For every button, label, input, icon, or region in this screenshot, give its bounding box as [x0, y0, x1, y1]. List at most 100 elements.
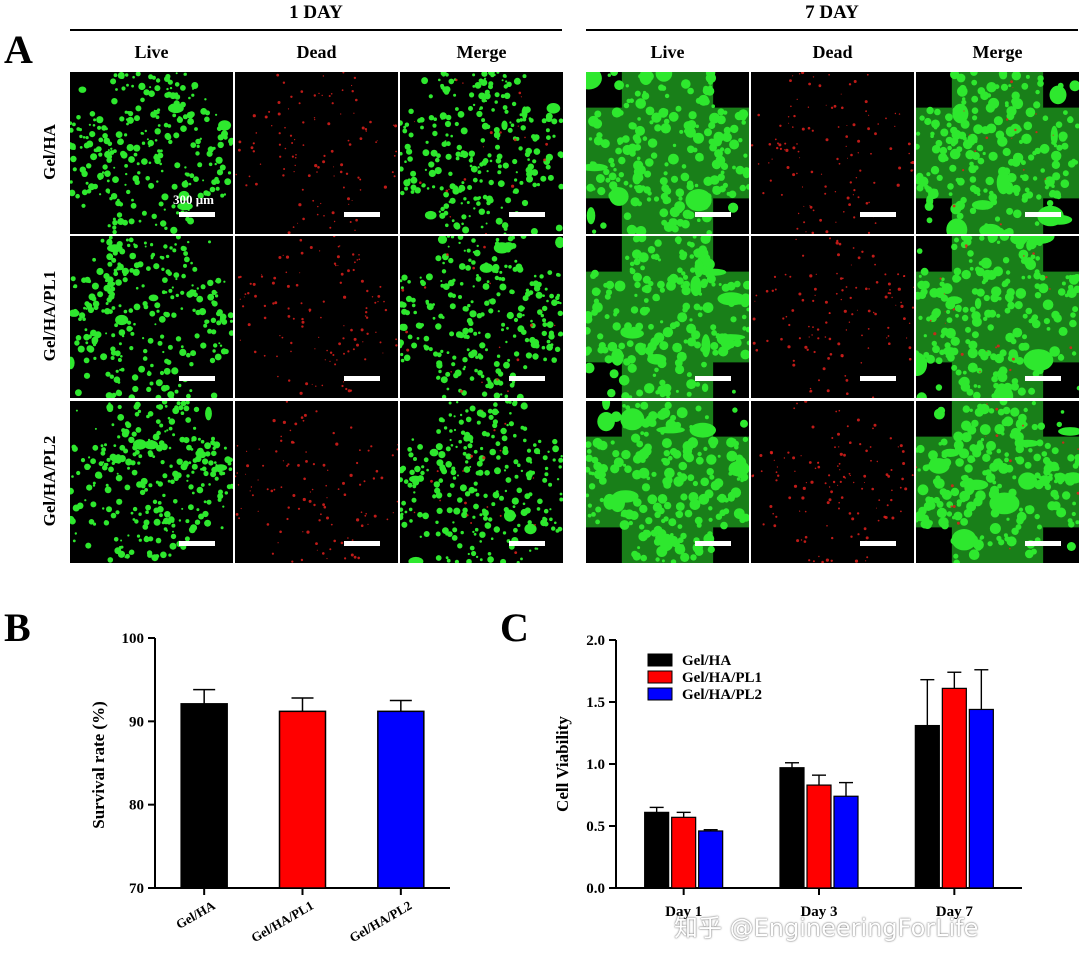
micrograph-merge-row3-day7	[916, 401, 1079, 563]
chart-c-bar	[671, 816, 697, 889]
scale-bar	[509, 541, 545, 546]
micrograph-grid: 300 μm	[70, 72, 1079, 563]
micrograph-dead-row1-day7	[751, 72, 914, 234]
micrograph-live-row1-day7	[586, 72, 749, 234]
chart-c-bar	[968, 708, 994, 889]
scale-bar	[695, 376, 731, 381]
scale-bar	[344, 541, 380, 546]
scale-bar	[344, 376, 380, 381]
scale-bar	[344, 212, 380, 217]
chart-c-x-tick-label: Day 3	[800, 904, 837, 920]
panel-label-a: A	[4, 27, 33, 72]
micrograph-image	[235, 401, 398, 563]
micrograph-image	[400, 401, 563, 563]
micrograph-live-row3-day7	[586, 401, 749, 563]
chart-c-bar	[644, 811, 670, 889]
chart-b-x-tick-label: Gel/HA	[173, 897, 218, 932]
scale-bar-label: 300 μm	[173, 192, 214, 207]
micrograph-image	[752, 237, 914, 398]
scale-bar	[860, 212, 896, 217]
micrograph-merge-row3-day1	[400, 401, 563, 563]
micrograph-image	[751, 401, 914, 563]
scale-bar	[860, 541, 896, 546]
micrograph-image	[70, 72, 233, 234]
chart-c-bar	[833, 795, 859, 889]
chart-b-y-tick-label: 100	[122, 631, 145, 647]
column-header-merge-day1: Merge	[456, 42, 507, 62]
micrograph-live-row2-day7	[586, 236, 749, 398]
chart-b-bar	[180, 703, 228, 889]
chart-c-y-tick-label: 0.5	[586, 819, 605, 835]
day-1-rule	[70, 29, 562, 31]
micrograph-dead-row2-day7	[751, 236, 914, 398]
chart-c-bar	[779, 767, 805, 889]
scale-bar	[179, 376, 215, 381]
micrograph-image	[586, 72, 749, 234]
micrograph-image	[916, 72, 1079, 234]
column-header-live-day1: Live	[134, 42, 169, 62]
micrograph-image	[916, 401, 1079, 563]
chart-c-y-tick-label: 1.5	[586, 695, 605, 711]
scale-bar	[695, 541, 731, 546]
panel-label-c: C	[500, 605, 529, 650]
scale-bar	[1025, 541, 1061, 546]
chart-c-legend-swatch	[647, 687, 673, 701]
chart-c-x-tick-label: Day 1	[665, 904, 702, 920]
micrograph-dead-row3-day7	[751, 401, 914, 563]
scale-bar	[179, 541, 215, 546]
micrograph-dead-row2-day1	[235, 236, 398, 398]
micrograph-live-row1-day1: 300 μm	[70, 72, 233, 234]
micrograph-merge-row2-day7	[916, 236, 1079, 398]
micrograph-merge-row1-day1	[400, 72, 563, 234]
micrograph-image	[916, 236, 1079, 398]
chart-b-y-tick-label: 90	[129, 714, 144, 730]
chart-c-legend-label: Gel/HA/PL2	[682, 687, 762, 703]
chart-c-bar	[698, 830, 724, 889]
chart-c-legend-swatch	[647, 653, 673, 667]
micrograph-image	[586, 401, 749, 563]
chart-b-y-tick-label: 80	[129, 798, 144, 814]
micrograph-image	[751, 72, 914, 234]
micrograph-image	[70, 401, 233, 563]
scale-bar	[1025, 376, 1061, 381]
chart-c-legend-swatch	[647, 670, 673, 684]
panel-label-b: B	[4, 605, 31, 650]
chart-c-y-axis-label: Cell Viability	[553, 716, 572, 812]
column-header-live-day7: Live	[650, 42, 685, 62]
cell-viability-chart: Cell Viability 0.0 0.5 1.0 1.5 2.0 Day 1 Day 3…	[553, 633, 1022, 920]
micrograph-live-row3-day1	[70, 401, 233, 563]
day-7-rule	[586, 29, 1078, 31]
scale-bar	[509, 212, 545, 217]
micrograph-image	[237, 236, 398, 395]
chart-c-bar	[806, 784, 832, 889]
chart-c-y-tick-label: 0.0	[586, 881, 605, 897]
scale-bar	[509, 376, 545, 381]
chart-c-bar	[941, 687, 967, 889]
watermark-text: 知乎 @EngineeringForLife	[674, 914, 979, 942]
chart-c-bar	[914, 724, 940, 889]
micrograph-live-row2-day1	[70, 236, 233, 398]
chart-c-y-tick-label: 1.0	[586, 757, 605, 773]
chart-b-x-tick-label: Gel/HA/PL2	[347, 898, 415, 946]
chart-c-legend-label: Gel/HA	[682, 653, 731, 669]
micrograph-image	[235, 72, 398, 234]
micrograph-merge-row2-day1	[400, 236, 563, 398]
micrograph-image	[70, 236, 233, 398]
survival-rate-chart: Survival rate (%) 70 80 90 100 Gel/HA Gel/HA/…	[89, 631, 450, 946]
scale-bar	[179, 212, 215, 217]
micrograph-image	[586, 236, 749, 398]
chart-b-y-tick-label: 70	[129, 881, 144, 897]
micrograph-dead-row3-day1	[235, 401, 398, 563]
scale-bar	[860, 376, 896, 381]
scale-bar	[1025, 212, 1061, 217]
micrograph-dead-row1-day1	[235, 72, 398, 234]
chart-b-x-tick-label: Gel/HA/PL1	[248, 898, 316, 946]
day-7-title: 7 DAY	[805, 2, 859, 23]
chart-c-legend-label: Gel/HA/PL1	[682, 670, 762, 686]
column-header-dead-day1: Dead	[296, 42, 337, 62]
column-header-dead-day7: Dead	[812, 42, 853, 62]
chart-b-y-axis-label: Survival rate (%)	[89, 701, 108, 828]
micrograph-merge-row1-day7	[916, 72, 1079, 234]
day-1-title: 1 DAY	[289, 2, 343, 23]
micrograph-image	[400, 236, 563, 398]
